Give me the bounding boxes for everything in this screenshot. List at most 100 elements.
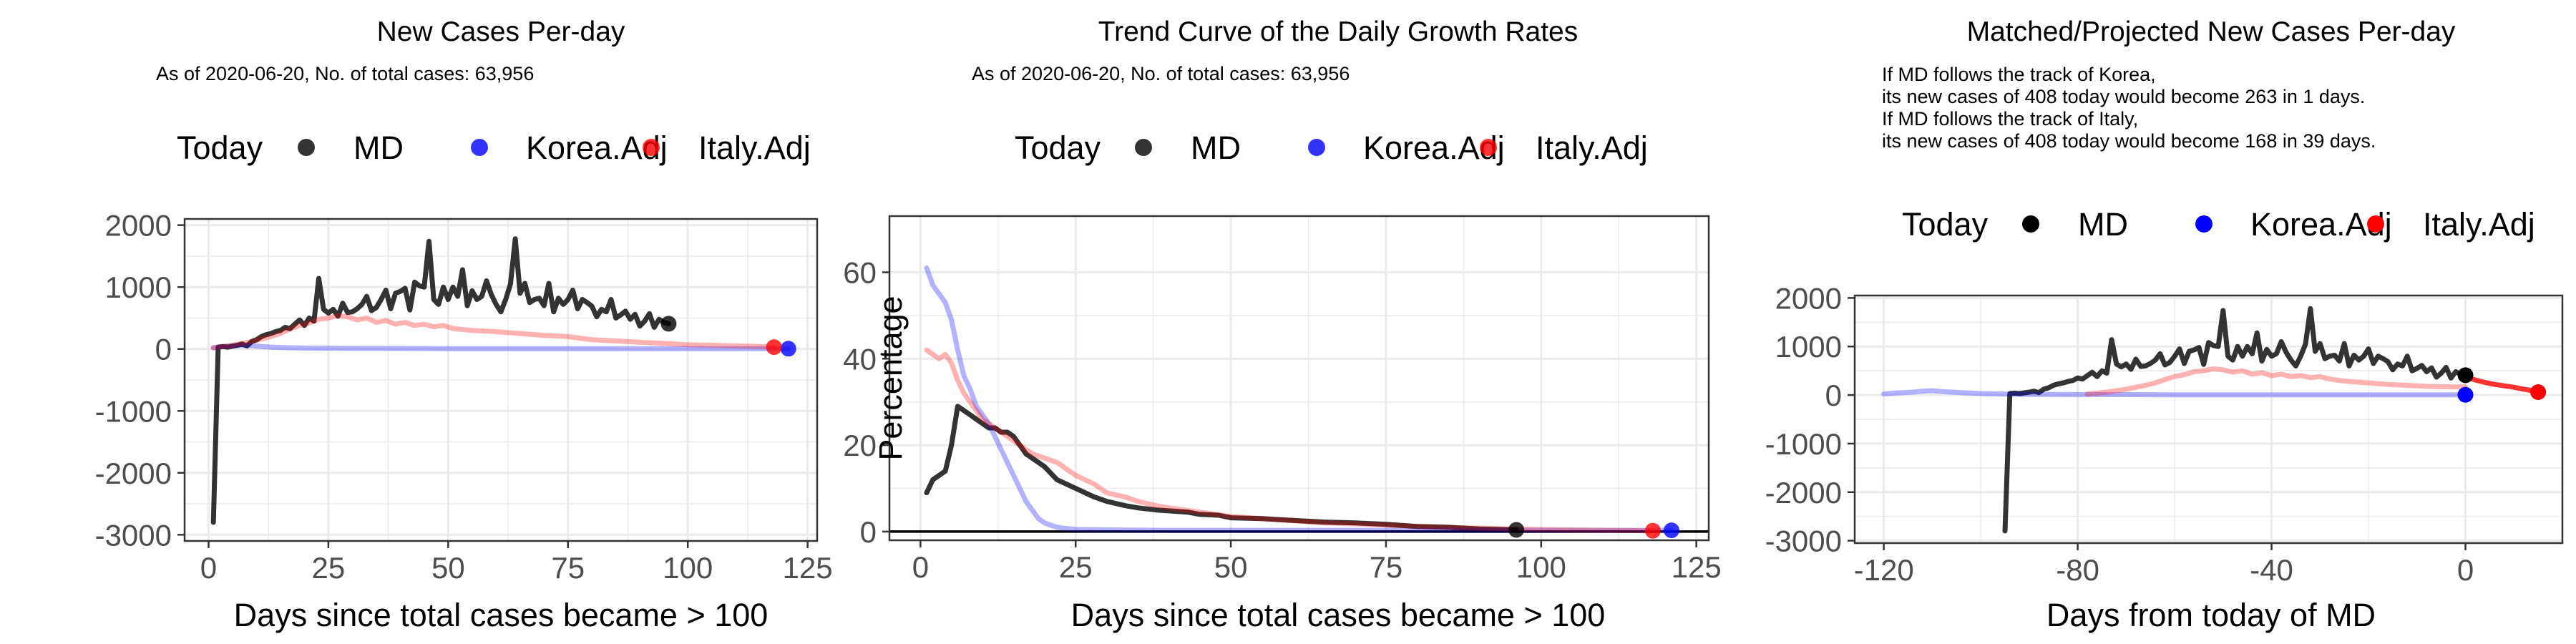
axis-ticks: -120 -80 -40 0 -3000 -2000 -1000 0 1000 2000 bbox=[1765, 281, 2474, 587]
y-tick-label: 1000 bbox=[105, 270, 172, 304]
x-tick-label: 25 bbox=[312, 551, 346, 585]
legend: Today MD Korea.Adj Italy.Adj bbox=[1015, 130, 1648, 166]
y-tick-label: 0 bbox=[155, 333, 172, 366]
legend-key-md bbox=[1135, 139, 1152, 156]
today-point-italy-adj bbox=[1644, 522, 1661, 539]
panel-border bbox=[183, 218, 819, 542]
legend-key-italy-adj bbox=[2367, 215, 2384, 233]
x-tick-label: 0 bbox=[2457, 553, 2474, 587]
legend-label: Italy.Adj bbox=[2423, 206, 2535, 243]
chart-title: Trend Curve of the Daily Growth Rates bbox=[1098, 16, 1578, 47]
series-line-italy-adj bbox=[2084, 366, 2468, 397]
today-point-italy-adj bbox=[2530, 384, 2547, 401]
today-point-korea-adj bbox=[1663, 522, 1679, 539]
legend-title: Today bbox=[1902, 206, 1989, 243]
y-tick-label: 1000 bbox=[1775, 330, 1842, 364]
chart-title: New Cases Per-day bbox=[377, 16, 625, 47]
series-line-italy-adj bbox=[924, 347, 1656, 534]
legend-key-italy-adj bbox=[1480, 139, 1497, 156]
chart-title: Matched/Projected New Cases Per-day bbox=[1967, 16, 2456, 47]
legend-label: Italy.Adj bbox=[698, 130, 811, 166]
legend-key-korea-adj bbox=[1308, 139, 1325, 156]
series-group bbox=[210, 236, 796, 525]
series-line-italy-adj bbox=[210, 313, 777, 351]
y-tick-label: 60 bbox=[843, 256, 877, 290]
today-point-italy-adj bbox=[766, 339, 782, 356]
legend-label: MD bbox=[1191, 130, 1241, 166]
legend-key-korea-adj bbox=[2195, 215, 2212, 233]
x-tick-label: 0 bbox=[200, 551, 217, 585]
legend-label: Italy.Adj bbox=[1536, 130, 1648, 166]
chart-subtitle-line: its new cases of 408 today would become … bbox=[1882, 130, 2376, 152]
x-tick-label: 100 bbox=[1516, 550, 1566, 584]
legend-key-korea-adj bbox=[471, 139, 488, 156]
x-tick-label: 75 bbox=[551, 551, 585, 585]
legend: Today MD Korea.Adj Italy.Adj bbox=[177, 130, 811, 166]
y-tick-label: -2000 bbox=[95, 457, 172, 490]
today-point-korea-adj bbox=[780, 341, 796, 357]
x-tick-label: 125 bbox=[783, 551, 833, 585]
chart-subtitle: As of 2020-06-20, No. of total cases: 63… bbox=[972, 63, 1350, 84]
y-tick-label: 0 bbox=[1825, 379, 1842, 412]
gridlines bbox=[889, 216, 1709, 540]
legend-title: Today bbox=[177, 130, 263, 166]
x-tick-label: 0 bbox=[912, 550, 929, 584]
today-point-md bbox=[1508, 522, 1525, 538]
x-tick-label: 25 bbox=[1059, 550, 1093, 584]
x-tick-label: 125 bbox=[1672, 550, 1722, 584]
x-tick-label: -120 bbox=[1854, 553, 1914, 587]
x-axis-title: Days since total cases became > 100 bbox=[234, 597, 769, 633]
legend-key-md bbox=[298, 139, 315, 156]
series-line-italy-adj bbox=[2463, 374, 2541, 395]
y-tick-label: 40 bbox=[843, 342, 877, 376]
chart-subtitle-line: If MD follows the track of Italy, bbox=[1882, 108, 2138, 130]
axis-ticks: 0 25 50 75 100 125 0 20 40 60 bbox=[843, 256, 1721, 584]
x-tick-label: 75 bbox=[1370, 550, 1403, 584]
y-tick-label: 2000 bbox=[105, 209, 172, 243]
series-line-md bbox=[2002, 306, 2468, 534]
y-tick-label: -3000 bbox=[95, 518, 172, 552]
series-line-korea-adj bbox=[924, 265, 1674, 533]
chart-subtitle: As of 2020-06-20, No. of total cases: 63… bbox=[156, 63, 534, 84]
y-tick-label: -1000 bbox=[1765, 427, 1842, 461]
x-axis-title: Days from today of MD bbox=[2046, 597, 2376, 633]
legend-title: Today bbox=[1015, 130, 1101, 166]
gridlines bbox=[1855, 296, 2562, 543]
y-tick-label: -3000 bbox=[1765, 525, 1842, 558]
x-tick-label: 50 bbox=[1214, 550, 1248, 584]
y-tick-label: 20 bbox=[843, 429, 877, 462]
projected-cases-panel: Matched/Projected New Cases Per-day If MD… bbox=[1765, 16, 2564, 633]
legend-key-italy-adj bbox=[643, 139, 660, 156]
legend-key-md bbox=[2022, 215, 2039, 233]
y-tick-label: -2000 bbox=[1765, 476, 1842, 509]
legend-label: MD bbox=[2078, 206, 2128, 243]
x-tick-label: -80 bbox=[2056, 553, 2099, 587]
today-point-korea-adj bbox=[2457, 386, 2474, 403]
growth-rate-panel: Trend Curve of the Daily Growth Rates As … bbox=[843, 16, 1721, 633]
today-point-md bbox=[2457, 367, 2474, 384]
x-tick-label: -40 bbox=[2250, 553, 2293, 587]
series-line-md bbox=[924, 404, 1519, 532]
legend-label: MD bbox=[353, 130, 404, 166]
gridlines bbox=[185, 219, 817, 541]
panel-border bbox=[1853, 294, 2564, 545]
y-tick-label: 2000 bbox=[1775, 281, 1842, 315]
axis-ticks: 0 25 50 75 100 125 -3000 -2000 -1000 0 1000 2000 bbox=[95, 209, 833, 585]
chart-subtitle-line: If MD follows the track of Korea, bbox=[1882, 64, 2156, 85]
y-tick-label: 0 bbox=[860, 515, 877, 549]
y-tick-label: -1000 bbox=[95, 394, 172, 428]
y-axis-title: Percentage bbox=[872, 296, 909, 460]
legend: Today MD Korea.Adj Italy.Adj bbox=[1902, 206, 2535, 243]
new-cases-panel: New Cases Per-day As of 2020-06-20, No. o… bbox=[95, 16, 833, 633]
series-line-md bbox=[210, 236, 671, 525]
panel-border bbox=[888, 215, 1710, 542]
series-line-korea-adj bbox=[210, 343, 791, 351]
x-tick-label: 50 bbox=[431, 551, 465, 585]
x-axis-title: Days since total cases became > 100 bbox=[1071, 597, 1606, 633]
chart-subtitle-line: its new cases of 408 today would become … bbox=[1882, 86, 2365, 107]
series-group bbox=[1881, 306, 2547, 534]
series-line-korea-adj bbox=[1881, 388, 2468, 398]
today-point-md bbox=[660, 316, 677, 332]
series-group bbox=[924, 265, 1679, 539]
